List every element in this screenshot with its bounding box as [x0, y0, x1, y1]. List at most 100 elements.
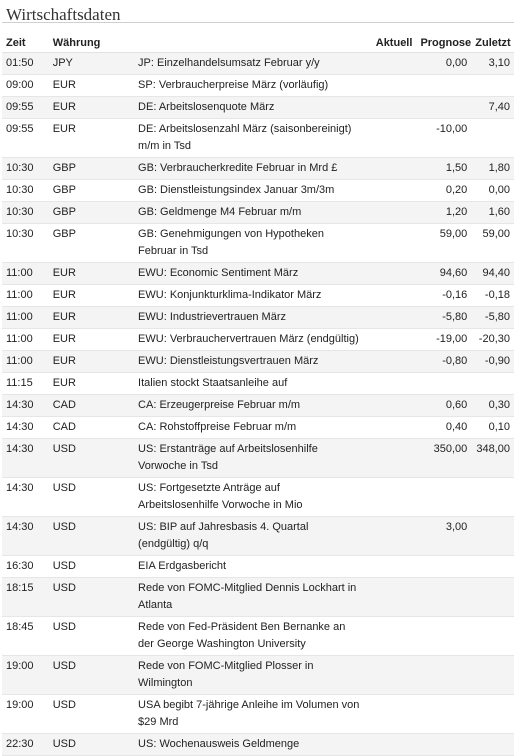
cell-currency: USD: [48, 694, 135, 734]
cell-currency: EUR: [48, 350, 135, 373]
cell-previous: [471, 616, 514, 656]
cell-event: US: Erstanträge auf Arbeitslosenhilfe Vo…: [134, 438, 364, 478]
cell-actual: [363, 223, 417, 263]
cell-previous: 3,10: [471, 52, 514, 75]
cell-time: 01:50: [2, 52, 49, 75]
cell-previous: 94,40: [471, 262, 514, 285]
table-row: 11:00 EUR EWU: Konjunkturklima-Indikator M…: [2, 284, 514, 307]
cell-previous: 348,00: [471, 438, 514, 478]
table-row: 14:30 USD US: Fortgesetzte Anträge auf Arb…: [2, 477, 514, 517]
cell-actual: [363, 438, 417, 478]
cell-currency: EUR: [48, 328, 135, 351]
table-row: 14:30 USD US: Erstanträge auf Arbeitslosen…: [2, 438, 514, 478]
cell-forecast: [416, 372, 472, 395]
cell-currency: EUR: [48, 284, 135, 307]
table-row: 16:30 USD EIA Erdgasbericht: [2, 555, 514, 578]
table-row: 11:00 EUR EWU: Industrievertrauen März -5,8…: [2, 306, 514, 329]
cell-currency: CAD: [48, 394, 135, 417]
cell-currency: GBP: [48, 157, 135, 180]
cell-actual: [363, 284, 417, 307]
cell-forecast: [416, 555, 472, 578]
cell-time: 10:30: [2, 223, 49, 263]
cell-event: EWU: Economic Sentiment März: [134, 262, 364, 285]
cell-actual: [363, 350, 417, 373]
cell-currency: USD: [48, 733, 135, 756]
cell-actual: [363, 96, 417, 119]
cell-time: 18:15: [2, 577, 49, 617]
cell-actual: [363, 694, 417, 734]
cell-actual: [363, 118, 417, 158]
cell-event: GB: Dienstleistungsindex Januar 3m/3m: [134, 179, 364, 202]
table-row: 10:30 GBP GB: Dienstleistungsindex Januar …: [2, 179, 514, 202]
cell-actual: [363, 416, 417, 439]
cell-event: EWU: Industrievertrauen März: [134, 306, 364, 329]
cell-event: GB: Genehmigungen von Hypotheken Februar…: [134, 223, 364, 263]
cell-previous: [471, 477, 514, 517]
header-zeit[interactable]: Zeit: [2, 34, 49, 53]
cell-time: 10:30: [2, 157, 49, 180]
cell-forecast: 1,20: [416, 201, 472, 224]
cell-previous: [471, 694, 514, 734]
header-prognose[interactable]: Prognose: [416, 34, 472, 53]
cell-event: USA begibt 7-jährige Anleihe im Volumen …: [134, 694, 364, 734]
header-zuletzt[interactable]: Zuletzt: [471, 34, 514, 53]
cell-forecast: 59,00: [416, 223, 472, 263]
cell-time: 19:00: [2, 655, 49, 695]
cell-actual: [363, 655, 417, 695]
cell-forecast: 350,00: [416, 438, 472, 478]
cell-event: EWU: Dienstleistungsvertrauen März: [134, 350, 364, 373]
cell-time: 11:15: [2, 372, 49, 395]
cell-time: 18:45: [2, 616, 49, 656]
cell-time: 11:00: [2, 262, 49, 285]
cell-currency: CAD: [48, 416, 135, 439]
cell-event: Rede von Fed-Präsident Ben Bernanke an d…: [134, 616, 364, 656]
cell-actual: [363, 157, 417, 180]
cell-actual: [363, 394, 417, 417]
header-aktuell[interactable]: Aktuell: [363, 34, 417, 53]
header-event: [134, 34, 364, 53]
cell-currency: EUR: [48, 262, 135, 285]
cell-previous: [471, 733, 514, 756]
cell-time: 09:00: [2, 74, 49, 97]
page-title: Wirtschaftsdaten: [2, 0, 514, 24]
cell-actual: [363, 74, 417, 97]
cell-event: US: Fortgesetzte Anträge auf Arbeitslose…: [134, 477, 364, 517]
cell-previous: -0,90: [471, 350, 514, 373]
cell-forecast: 94,60: [416, 262, 472, 285]
cell-currency: GBP: [48, 201, 135, 224]
cell-actual: [363, 179, 417, 202]
table-row: 19:00 USD USA begibt 7-jährige Anleihe im …: [2, 694, 514, 734]
cell-forecast: -19,00: [416, 328, 472, 351]
cell-actual: [363, 328, 417, 351]
cell-event: Rede von FOMC-Mitglied Plosser in Wilmin…: [134, 655, 364, 695]
cell-currency: JPY: [48, 52, 135, 75]
cell-event: US: Wochenausweis Geldmenge: [134, 733, 364, 756]
cell-forecast: 0,60: [416, 394, 472, 417]
header-waehrung[interactable]: Währung: [48, 34, 135, 53]
cell-event: GB: Verbraucherkredite Februar in Mrd £: [134, 157, 364, 180]
table-row: 09:55 EUR DE: Arbeitslosenzahl März (saiso…: [2, 118, 514, 158]
cell-previous: [471, 577, 514, 617]
table-row: 11:15 EUR Italien stockt Staatsanleihe auf: [2, 372, 514, 395]
cell-actual: [363, 555, 417, 578]
cell-forecast: [416, 655, 472, 695]
cell-currency: EUR: [48, 372, 135, 395]
cell-event: CA: Rohstoffpreise Februar m/m: [134, 416, 364, 439]
table-row: 01:50 JPY JP: Einzelhandelsumsatz Februar …: [2, 52, 514, 75]
cell-forecast: [416, 694, 472, 734]
cell-previous: 1,80: [471, 157, 514, 180]
cell-previous: 1,60: [471, 201, 514, 224]
cell-previous: [471, 372, 514, 395]
cell-previous: 0,30: [471, 394, 514, 417]
cell-currency: EUR: [48, 96, 135, 119]
cell-event: DE: Arbeitslosenzahl März (saisonbereini…: [134, 118, 364, 158]
cell-currency: USD: [48, 555, 135, 578]
cell-currency: USD: [48, 577, 135, 617]
table-row: 11:00 EUR EWU: Dienstleistungsvertrauen Mä…: [2, 350, 514, 373]
cell-time: 14:30: [2, 416, 49, 439]
table-row: 22:30 USD US: Wochenausweis Geldmenge: [2, 733, 514, 756]
cell-time: 14:30: [2, 394, 49, 417]
cell-event: EIA Erdgasbericht: [134, 555, 364, 578]
cell-forecast: 0,40: [416, 416, 472, 439]
table-header-row: Zeit Währung Aktuell Prognose Zuletzt: [2, 34, 514, 53]
